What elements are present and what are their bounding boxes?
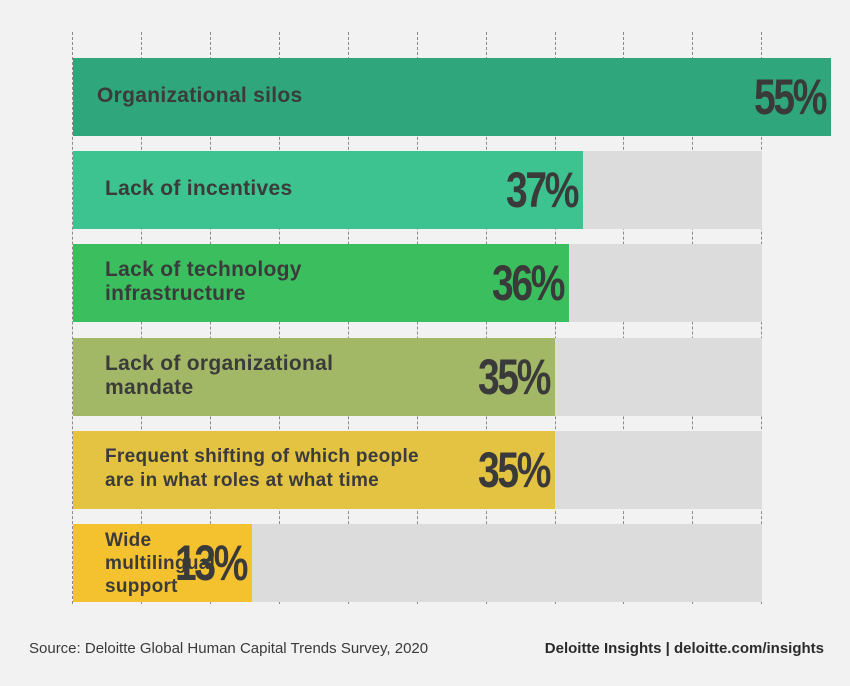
bar-value-label: 55% bbox=[753, 69, 827, 125]
bar-value-label: 13% bbox=[175, 535, 248, 591]
bar-value-label: 35% bbox=[478, 349, 551, 405]
grid-line bbox=[72, 32, 74, 604]
bar bbox=[73, 524, 253, 602]
bar-label: Wide multilingual support bbox=[105, 529, 216, 597]
bar bbox=[73, 244, 570, 322]
source-note: Source: Deloitte Global Human Capital Tr… bbox=[29, 640, 429, 657]
bar bbox=[73, 151, 583, 229]
bar-label: Organizational silos bbox=[97, 84, 303, 107]
bar-label: Lack of organizational mandate bbox=[105, 352, 334, 399]
bar bbox=[73, 58, 831, 136]
bar bbox=[73, 431, 556, 509]
bar-value-label: 35% bbox=[478, 442, 551, 498]
bar-label: Lack of technology infrastructure bbox=[105, 258, 302, 305]
bar-value-label: 37% bbox=[505, 162, 579, 218]
bar bbox=[73, 338, 556, 416]
bar-label: Frequent shifting of which people are in … bbox=[105, 446, 419, 491]
bar-value-label: 36% bbox=[492, 255, 565, 311]
bar-label: Lack of incentives bbox=[105, 177, 293, 200]
brand-link[interactable]: Deloitte Insights | deloitte.com/insight… bbox=[544, 640, 824, 657]
bar-chart: Organizational silos 55% Lack of incentive… bbox=[72, 32, 831, 604]
